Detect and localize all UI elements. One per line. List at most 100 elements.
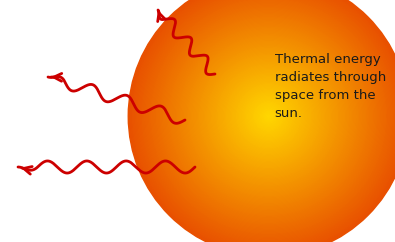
Circle shape xyxy=(218,66,319,166)
Circle shape xyxy=(164,12,373,220)
Circle shape xyxy=(198,46,339,186)
Circle shape xyxy=(246,94,291,138)
Circle shape xyxy=(201,48,337,184)
Circle shape xyxy=(216,63,321,169)
Circle shape xyxy=(158,5,380,227)
Circle shape xyxy=(254,102,283,130)
Circle shape xyxy=(205,53,332,179)
Circle shape xyxy=(215,62,322,170)
Circle shape xyxy=(231,79,306,154)
Circle shape xyxy=(210,58,327,175)
Circle shape xyxy=(142,0,395,242)
Circle shape xyxy=(213,60,325,172)
Circle shape xyxy=(259,107,278,126)
Circle shape xyxy=(195,43,342,190)
Circle shape xyxy=(248,95,290,137)
Circle shape xyxy=(190,38,347,195)
Circle shape xyxy=(174,22,363,211)
Circle shape xyxy=(242,89,295,143)
Circle shape xyxy=(167,15,371,218)
Circle shape xyxy=(188,36,349,197)
Circle shape xyxy=(163,11,374,221)
Circle shape xyxy=(221,68,316,164)
Circle shape xyxy=(250,98,287,135)
Circle shape xyxy=(252,100,285,133)
Circle shape xyxy=(207,54,331,178)
Text: Thermal energy
radiates through
space from the
sun.: Thermal energy radiates through space fr… xyxy=(275,53,386,120)
Circle shape xyxy=(245,93,292,140)
Circle shape xyxy=(225,73,312,159)
Circle shape xyxy=(150,0,387,234)
Circle shape xyxy=(140,0,395,242)
Circle shape xyxy=(149,0,388,235)
Circle shape xyxy=(199,47,338,185)
Circle shape xyxy=(176,24,361,209)
Circle shape xyxy=(229,76,308,156)
Circle shape xyxy=(187,34,350,198)
Circle shape xyxy=(153,0,384,232)
Circle shape xyxy=(267,115,270,117)
Circle shape xyxy=(173,20,365,212)
Circle shape xyxy=(238,86,299,147)
Circle shape xyxy=(251,99,286,134)
Circle shape xyxy=(197,45,340,188)
Circle shape xyxy=(132,0,395,242)
Circle shape xyxy=(232,80,305,152)
Circle shape xyxy=(230,77,307,155)
Circle shape xyxy=(257,105,280,128)
Circle shape xyxy=(155,3,382,230)
Circle shape xyxy=(184,32,353,200)
Circle shape xyxy=(169,17,368,216)
Circle shape xyxy=(139,0,395,242)
Circle shape xyxy=(236,83,301,149)
Circle shape xyxy=(177,25,360,207)
Circle shape xyxy=(214,61,324,171)
Circle shape xyxy=(183,31,354,202)
Circle shape xyxy=(128,0,395,242)
Circle shape xyxy=(131,0,395,242)
Circle shape xyxy=(134,0,395,242)
Circle shape xyxy=(222,69,315,163)
Circle shape xyxy=(254,101,284,131)
Circle shape xyxy=(220,67,318,165)
Circle shape xyxy=(145,0,393,240)
Circle shape xyxy=(203,51,334,182)
Circle shape xyxy=(228,75,310,157)
Circle shape xyxy=(166,13,372,219)
Circle shape xyxy=(264,112,273,121)
Circle shape xyxy=(170,18,367,214)
Circle shape xyxy=(175,23,362,210)
Circle shape xyxy=(148,0,389,237)
Circle shape xyxy=(159,6,378,226)
Circle shape xyxy=(226,74,311,158)
Circle shape xyxy=(196,44,341,189)
Circle shape xyxy=(261,109,276,123)
Circle shape xyxy=(237,85,300,148)
Circle shape xyxy=(239,87,298,145)
Circle shape xyxy=(189,37,348,196)
Circle shape xyxy=(182,30,355,203)
Circle shape xyxy=(130,0,395,242)
Circle shape xyxy=(161,8,376,224)
Circle shape xyxy=(152,0,386,233)
Circle shape xyxy=(162,10,375,223)
Circle shape xyxy=(154,1,383,231)
Circle shape xyxy=(181,28,356,204)
Circle shape xyxy=(202,50,335,183)
Circle shape xyxy=(258,106,279,127)
Circle shape xyxy=(179,26,359,206)
Circle shape xyxy=(204,52,333,181)
Circle shape xyxy=(136,0,395,242)
Circle shape xyxy=(156,4,381,228)
Circle shape xyxy=(160,8,377,225)
Circle shape xyxy=(147,0,390,238)
Circle shape xyxy=(194,41,344,191)
Circle shape xyxy=(143,0,394,241)
Circle shape xyxy=(223,71,314,162)
Circle shape xyxy=(208,55,329,177)
Circle shape xyxy=(263,110,275,122)
Circle shape xyxy=(168,15,369,217)
Circle shape xyxy=(133,0,395,242)
Circle shape xyxy=(243,91,294,142)
Circle shape xyxy=(141,0,395,242)
